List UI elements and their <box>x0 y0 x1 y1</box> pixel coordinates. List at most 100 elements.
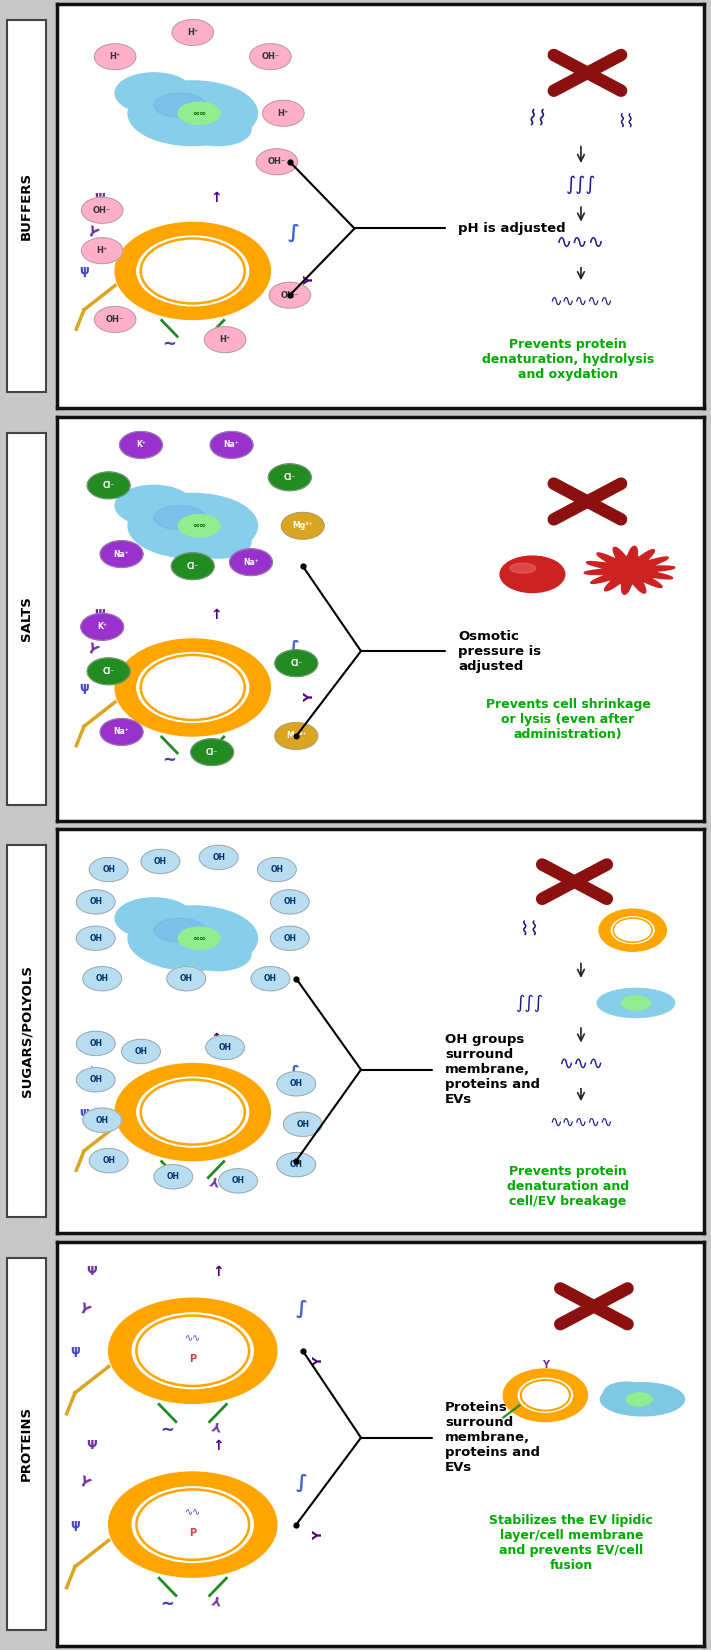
Text: ∫: ∫ <box>296 1473 308 1492</box>
Circle shape <box>87 658 130 685</box>
Ellipse shape <box>604 1383 649 1404</box>
Text: SUGARS/POLYOLS: SUGARS/POLYOLS <box>20 965 33 1097</box>
Circle shape <box>115 639 270 736</box>
Text: ∿∿∿∿∿: ∿∿∿∿∿ <box>549 294 613 309</box>
Text: P: P <box>189 1355 196 1365</box>
Text: ∿∿∿: ∿∿∿ <box>558 1054 604 1072</box>
Ellipse shape <box>115 898 193 939</box>
FancyBboxPatch shape <box>7 1257 46 1630</box>
Text: Y: Y <box>312 1531 326 1539</box>
Text: Mg²⁺: Mg²⁺ <box>286 731 306 741</box>
Text: Ψ: Ψ <box>95 191 105 205</box>
Ellipse shape <box>128 81 257 145</box>
Text: ∿∿∿: ∿∿∿ <box>557 233 606 252</box>
Text: ⌇⌇: ⌇⌇ <box>525 109 546 129</box>
Text: ∿∿: ∿∿ <box>185 1333 201 1343</box>
Text: OH: OH <box>96 974 109 983</box>
Circle shape <box>283 1112 322 1137</box>
Text: H⁺: H⁺ <box>187 28 198 36</box>
Circle shape <box>137 1077 249 1147</box>
Circle shape <box>230 549 272 576</box>
Circle shape <box>82 967 122 990</box>
Text: OH⁻: OH⁻ <box>281 290 299 300</box>
Ellipse shape <box>186 526 251 558</box>
Text: Y: Y <box>210 332 222 346</box>
Text: K⁺: K⁺ <box>97 622 107 632</box>
Circle shape <box>90 858 128 881</box>
Text: Y: Y <box>84 1064 100 1082</box>
Text: ψ: ψ <box>79 681 89 695</box>
Text: OH: OH <box>212 853 225 861</box>
Text: OH: OH <box>89 1040 102 1048</box>
Ellipse shape <box>154 505 205 530</box>
Circle shape <box>100 541 143 568</box>
Text: ~: ~ <box>161 1421 174 1439</box>
Text: Osmotic
pressure is
adjusted: Osmotic pressure is adjusted <box>458 630 541 673</box>
Text: OH⁻: OH⁻ <box>106 315 124 323</box>
Text: ~: ~ <box>163 335 176 353</box>
Circle shape <box>109 1299 277 1402</box>
Text: OH: OH <box>89 1076 102 1084</box>
Text: Na⁺: Na⁺ <box>114 728 129 736</box>
Text: ∿∿: ∿∿ <box>185 1508 201 1518</box>
Text: Cl⁻: Cl⁻ <box>206 747 218 757</box>
Text: OH: OH <box>96 1115 109 1125</box>
Text: Y: Y <box>84 223 100 241</box>
Text: ∫: ∫ <box>288 1064 299 1082</box>
Circle shape <box>171 553 214 579</box>
Text: OH: OH <box>290 1160 303 1170</box>
Ellipse shape <box>178 515 220 536</box>
Ellipse shape <box>186 114 251 145</box>
Text: OH: OH <box>154 856 167 866</box>
Circle shape <box>87 472 130 498</box>
FancyBboxPatch shape <box>7 20 46 393</box>
Ellipse shape <box>115 73 193 114</box>
Text: H⁺: H⁺ <box>278 109 289 117</box>
Circle shape <box>154 1165 193 1190</box>
Circle shape <box>100 719 143 746</box>
Circle shape <box>218 1168 257 1193</box>
Text: H⁺: H⁺ <box>220 335 231 345</box>
Circle shape <box>76 1068 115 1092</box>
Circle shape <box>270 926 309 950</box>
Text: Prevents protein
denaturation, hydrolysis
and oxydation: Prevents protein denaturation, hydrolysi… <box>482 338 654 381</box>
Text: OH: OH <box>283 898 296 906</box>
Text: OH: OH <box>270 865 284 874</box>
Text: OH: OH <box>134 1048 147 1056</box>
Text: Y: Y <box>213 1417 223 1432</box>
Text: OH: OH <box>102 1157 115 1165</box>
Circle shape <box>115 223 270 320</box>
Text: Na⁺: Na⁺ <box>243 558 259 566</box>
Ellipse shape <box>626 1393 652 1406</box>
Text: pH is adjusted: pH is adjusted <box>458 223 566 234</box>
Circle shape <box>204 327 246 353</box>
Circle shape <box>210 432 253 459</box>
Text: Cl⁻: Cl⁻ <box>102 480 114 490</box>
Text: Na⁺: Na⁺ <box>224 441 240 449</box>
Text: OH⁻: OH⁻ <box>93 206 112 214</box>
Text: P: P <box>189 1528 196 1538</box>
Text: Stabilizes the EV lipidic
layer/cell membrane
and prevents EV/cell
fusion: Stabilizes the EV lipidic layer/cell mem… <box>489 1513 653 1572</box>
Circle shape <box>257 858 296 881</box>
Ellipse shape <box>178 102 220 124</box>
Text: OH: OH <box>283 934 296 942</box>
Circle shape <box>141 850 180 873</box>
Ellipse shape <box>186 939 251 970</box>
Ellipse shape <box>500 556 565 592</box>
Ellipse shape <box>154 917 205 942</box>
FancyBboxPatch shape <box>7 432 46 805</box>
Ellipse shape <box>154 92 205 117</box>
Text: Cl⁻: Cl⁻ <box>186 561 199 571</box>
Circle shape <box>119 432 162 459</box>
Circle shape <box>76 926 115 950</box>
Text: Prevents cell shrinkage
or lysis (even after
administration): Prevents cell shrinkage or lysis (even a… <box>486 698 651 741</box>
Circle shape <box>132 1313 253 1389</box>
Text: OH: OH <box>218 1043 232 1053</box>
Circle shape <box>277 1152 316 1176</box>
Text: ψ: ψ <box>70 1518 80 1531</box>
Text: OH: OH <box>89 934 102 942</box>
Text: ⌇⌇: ⌇⌇ <box>617 112 635 130</box>
Text: OH: OH <box>296 1120 309 1129</box>
Ellipse shape <box>597 988 675 1018</box>
Text: Y: Y <box>210 1173 222 1188</box>
